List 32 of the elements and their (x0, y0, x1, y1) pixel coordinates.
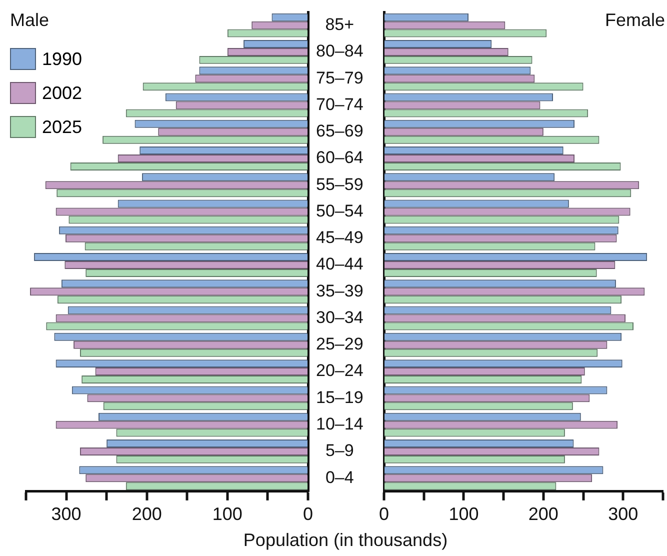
x-tick-label: 100 (448, 504, 479, 524)
y-tick-label: 75–79 (316, 68, 364, 88)
y-tick-label: 70–74 (316, 94, 364, 114)
y-tick-label: 25–29 (316, 334, 364, 354)
legend-label: 2002 (42, 82, 82, 104)
x-tick-label: 300 (51, 504, 82, 524)
y-tick-label: 85+ (325, 15, 354, 34)
y-tick-label: 65–69 (316, 122, 364, 141)
legend-label: 1990 (42, 48, 82, 70)
legend-label: 2025 (42, 116, 82, 138)
x-tick-label: 200 (132, 504, 162, 524)
x-tick-label: 300 (608, 504, 638, 524)
y-tick-label: 80–84 (316, 42, 364, 61)
chart-title: Female (604, 10, 665, 31)
x-tick-label: 100 (212, 504, 242, 524)
y-tick-label: 5–9 (325, 441, 354, 460)
y-tick-label: 50–54 (316, 201, 364, 220)
y-tick-label: 55–59 (316, 174, 364, 194)
y-tick-label: 60–64 (316, 148, 364, 168)
x-tick-label: 0 (302, 504, 314, 524)
y-tick-label: 40–44 (316, 254, 364, 274)
x-axis-title: Population (in thousands) (242, 530, 449, 551)
x-tick-label: 0 (379, 504, 390, 524)
y-tick-label: 20–24 (316, 361, 364, 380)
y-tick-label: 0–4 (325, 468, 354, 487)
y-tick-label: 15–19 (316, 388, 364, 407)
y-tick-label: 10–14 (316, 414, 364, 434)
y-tick-label: 30–34 (316, 308, 364, 327)
chart-title: Male (10, 10, 50, 31)
y-tick-label: 45–49 (316, 228, 364, 248)
y-tick-label: 35–39 (316, 281, 364, 300)
x-tick-label: 200 (528, 504, 558, 524)
